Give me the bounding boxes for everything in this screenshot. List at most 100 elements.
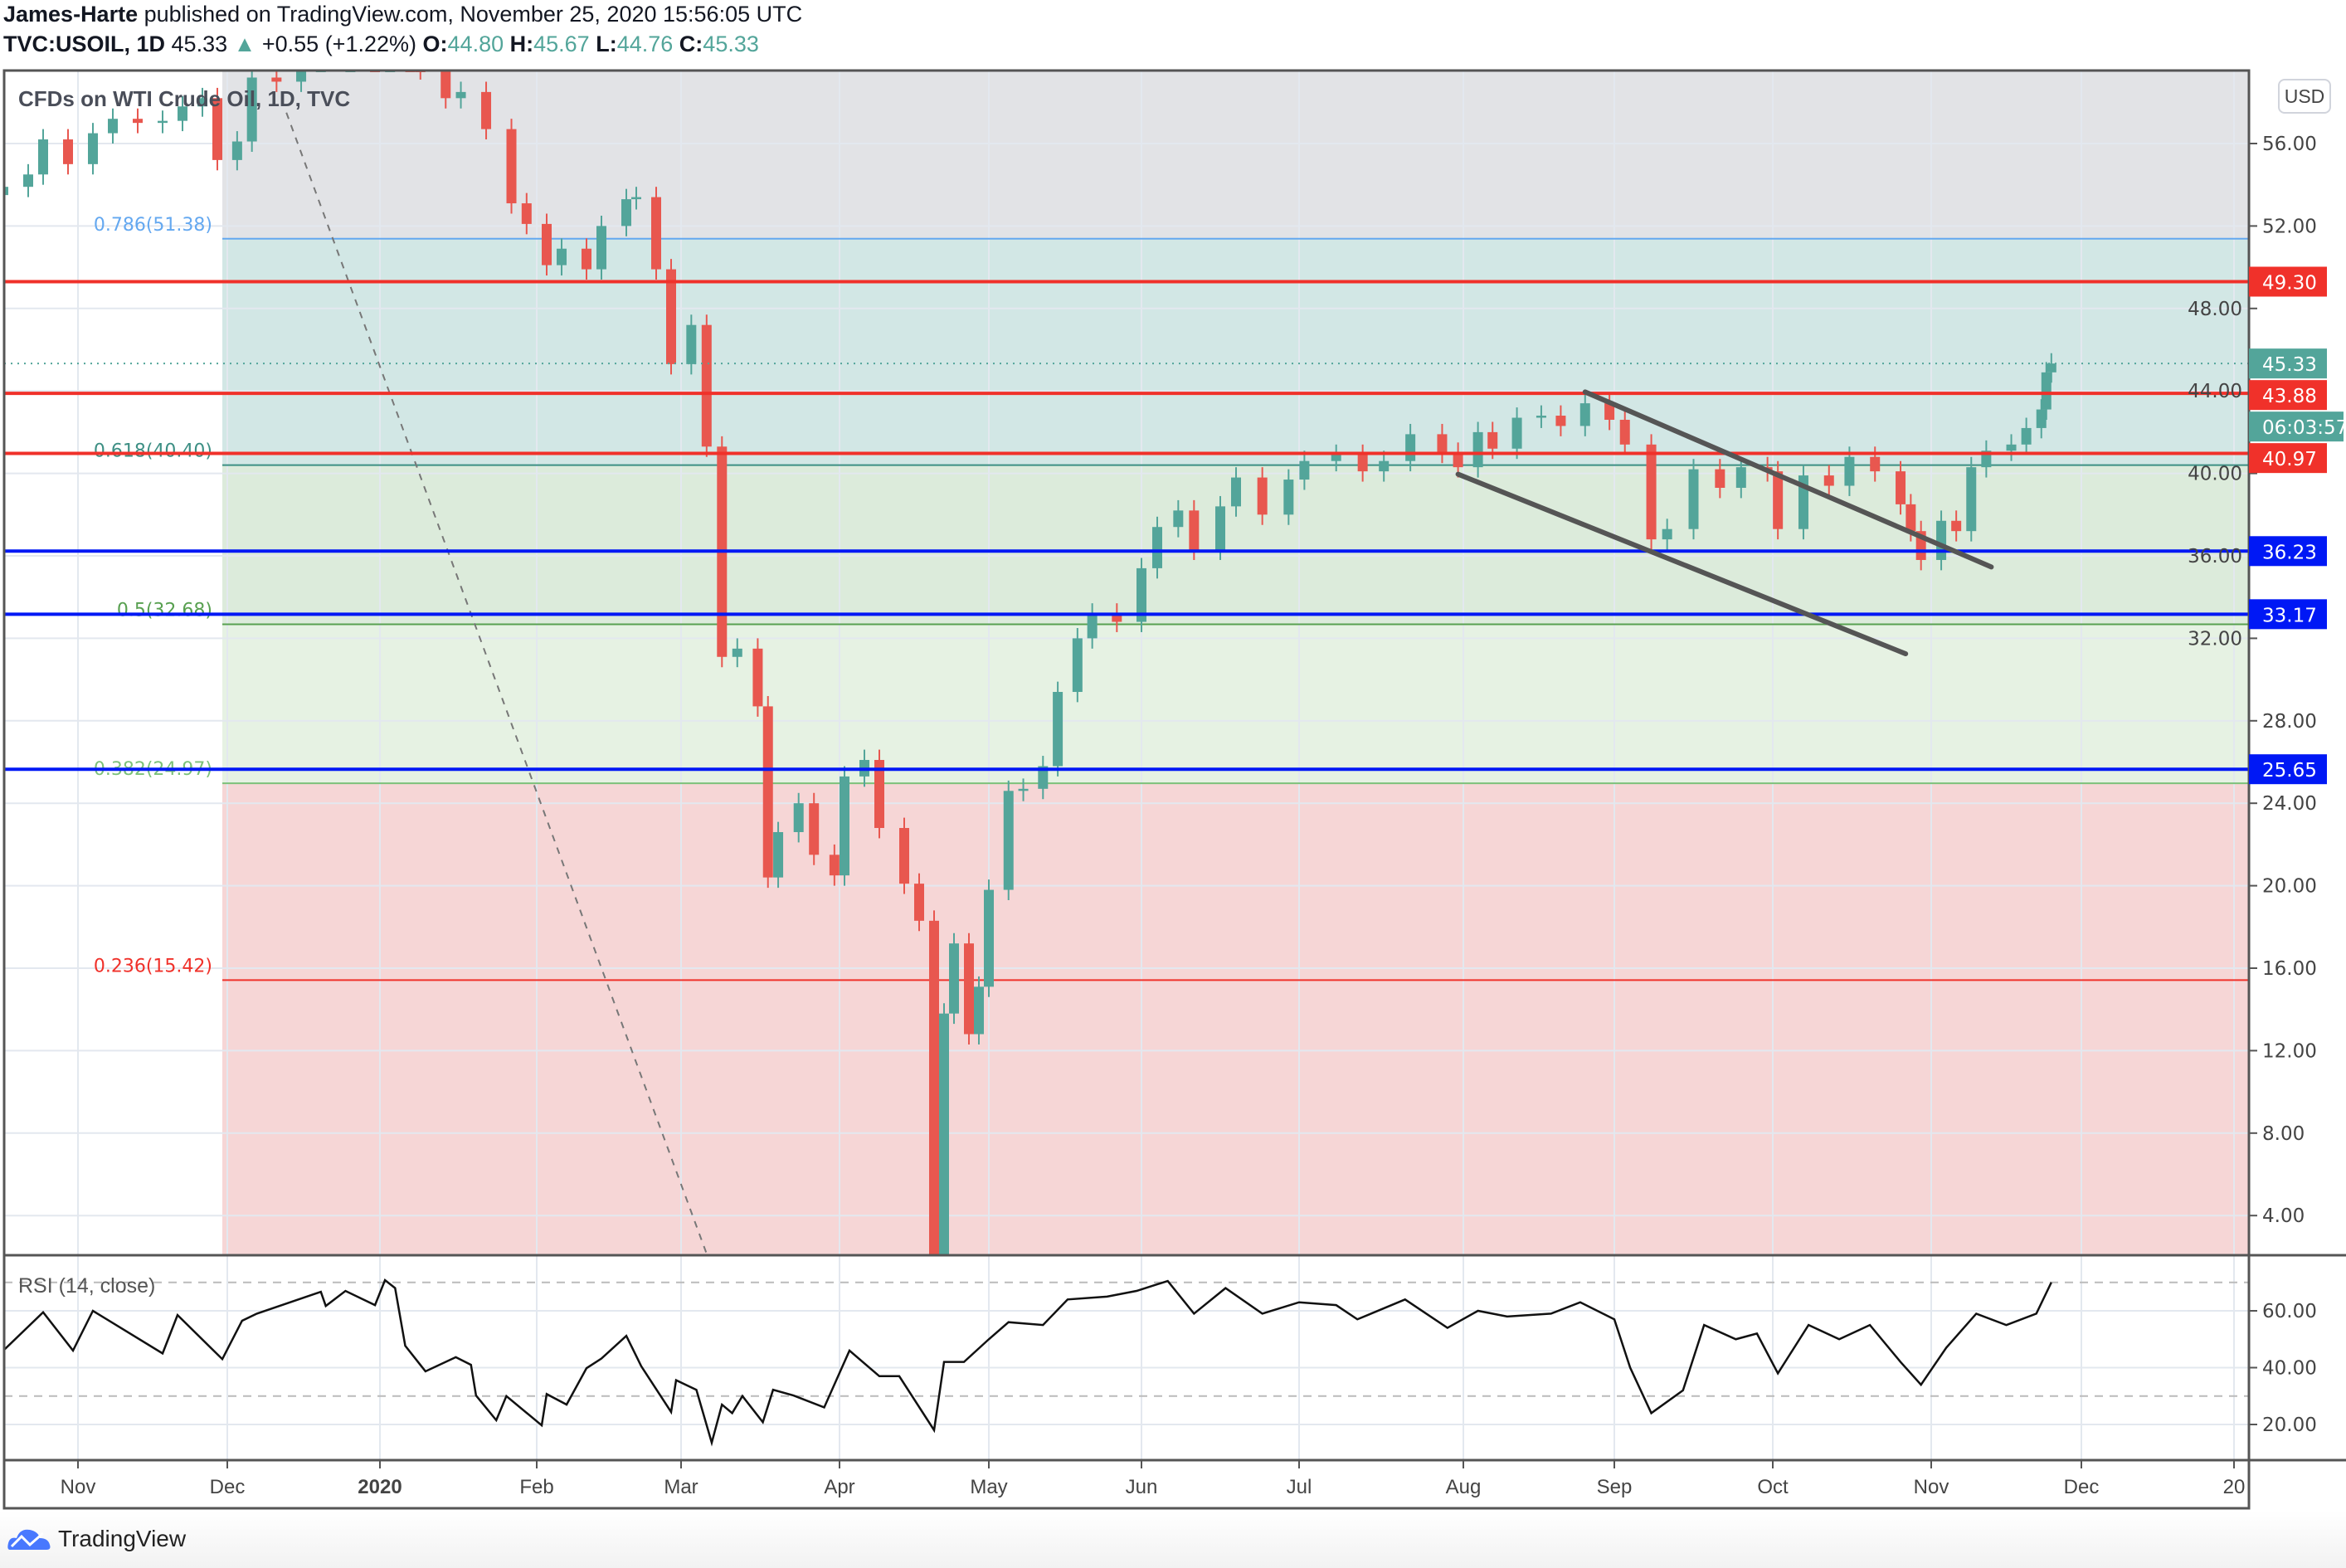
fib-level-label: 0.618(40.40)	[94, 441, 212, 462]
level-price-tag-bg	[2249, 443, 2327, 474]
candle	[793, 792, 804, 843]
candle-body	[1896, 471, 1906, 504]
last-price-tag-bg	[2249, 348, 2327, 379]
level-price-tag-bg	[2249, 266, 2327, 297]
candle-body	[1906, 504, 1916, 532]
level-price-tag: 33.17	[2249, 599, 2327, 630]
candle	[621, 188, 631, 236]
fib-zone	[222, 624, 2249, 784]
price-axis-label: 24.00	[2262, 793, 2317, 815]
currency-button[interactable]: USD	[2278, 79, 2331, 114]
chart-watermark: CFDs on WTI Crude Oil, 1D, TVC	[18, 86, 350, 111]
candle-body	[1299, 460, 1310, 480]
time-axis-label: Sep	[1597, 1476, 1633, 1498]
candle-body	[1536, 416, 1546, 418]
candle-body	[1379, 460, 1390, 472]
candle	[762, 695, 773, 889]
candle	[1087, 603, 1098, 649]
candle	[38, 129, 48, 185]
time-axis-label: Oct	[1757, 1476, 1789, 1498]
candle-body	[793, 803, 804, 832]
candle-body	[178, 106, 187, 121]
candle	[701, 314, 712, 457]
candle-body	[4, 187, 8, 196]
candle	[1215, 495, 1225, 560]
candle-body	[455, 91, 466, 99]
candle	[829, 844, 840, 886]
close-label: C:	[679, 32, 703, 56]
candle-body	[1053, 692, 1063, 767]
candle	[874, 749, 884, 839]
candle	[481, 81, 492, 140]
symbol-name: TVC:USOIL, 1D	[3, 32, 166, 56]
time-axis-label: Dec	[210, 1476, 246, 1498]
tradingview-logo[interactable]: TradingView	[7, 1525, 186, 1553]
level-price-tag-bg	[2249, 754, 2327, 785]
candle	[1472, 421, 1483, 478]
candle	[231, 131, 242, 171]
level-price-tag: 25.65	[2249, 754, 2327, 785]
candle-body	[840, 776, 849, 876]
candle	[939, 1003, 949, 1255]
candle-body	[1189, 510, 1200, 550]
candle	[686, 314, 697, 375]
candle	[1173, 499, 1184, 538]
candle	[2021, 417, 2032, 455]
candle	[1662, 519, 1672, 550]
price-axis-label: 36.00	[2188, 546, 2242, 567]
level-price-tag: 40.97	[2249, 443, 2327, 474]
countdown-tag: 06:03:57	[2249, 411, 2346, 442]
candle-body	[1331, 455, 1341, 461]
time-axis-label: 20	[2223, 1476, 2246, 1498]
rsi-title: RSI (14, close)	[18, 1274, 155, 1298]
candle-body	[914, 884, 924, 921]
price-axis-label: 52.00	[2262, 216, 2317, 237]
price-axis-label: 16.00	[2262, 958, 2317, 980]
level-price-tag: 36.23	[2249, 536, 2327, 567]
candle-body	[481, 91, 492, 129]
candle	[1735, 456, 1746, 499]
candle	[2041, 362, 2052, 420]
candle-body	[874, 760, 884, 829]
candle	[1379, 450, 1390, 482]
candle	[1152, 516, 1162, 579]
price-axis-label: 48.00	[2188, 299, 2242, 320]
price-axis-label: 40.00	[2188, 464, 2242, 485]
candle-body	[271, 77, 282, 82]
candle	[964, 933, 974, 1045]
price-axis-label: 44.00	[2188, 381, 2242, 402]
author-name[interactable]: James-Harte	[3, 2, 139, 27]
price-axis-label: 4.00	[2262, 1205, 2305, 1227]
candle-body	[1487, 431, 1498, 449]
candle-body	[1357, 455, 1368, 472]
candle-body	[440, 71, 451, 99]
candle-body	[1646, 444, 1657, 540]
fib-level-label: 0.786(51.38)	[94, 215, 212, 236]
candle-body	[773, 831, 784, 878]
currency-label: USD	[2285, 85, 2325, 107]
candle	[1951, 510, 1962, 542]
candle	[246, 71, 257, 152]
candle	[212, 87, 222, 171]
candle-body	[2041, 372, 2052, 410]
candle-body	[1966, 467, 1977, 532]
level-price-tag-text: 33.17	[2262, 605, 2317, 626]
candle	[1331, 444, 1341, 472]
low-label: L:	[596, 32, 617, 56]
candle-body	[929, 920, 939, 1255]
time-axis-label: Aug	[1446, 1476, 1482, 1498]
candle	[1715, 459, 1725, 499]
candle	[542, 213, 552, 276]
candle-body	[732, 648, 742, 657]
candle-body	[621, 199, 631, 226]
time-axis-label: Feb	[519, 1476, 553, 1498]
candle	[2006, 434, 2017, 461]
candle-body	[582, 248, 591, 270]
candle-body	[1715, 469, 1725, 488]
candle-body	[1087, 613, 1098, 639]
candle	[197, 87, 207, 117]
candle	[596, 215, 606, 280]
candle	[984, 879, 994, 997]
candle-body	[809, 803, 820, 855]
price-chart[interactable]: 0.786(51.38)0.618(40.40)0.5(32.68)0.382(…	[0, 0, 2346, 1510]
